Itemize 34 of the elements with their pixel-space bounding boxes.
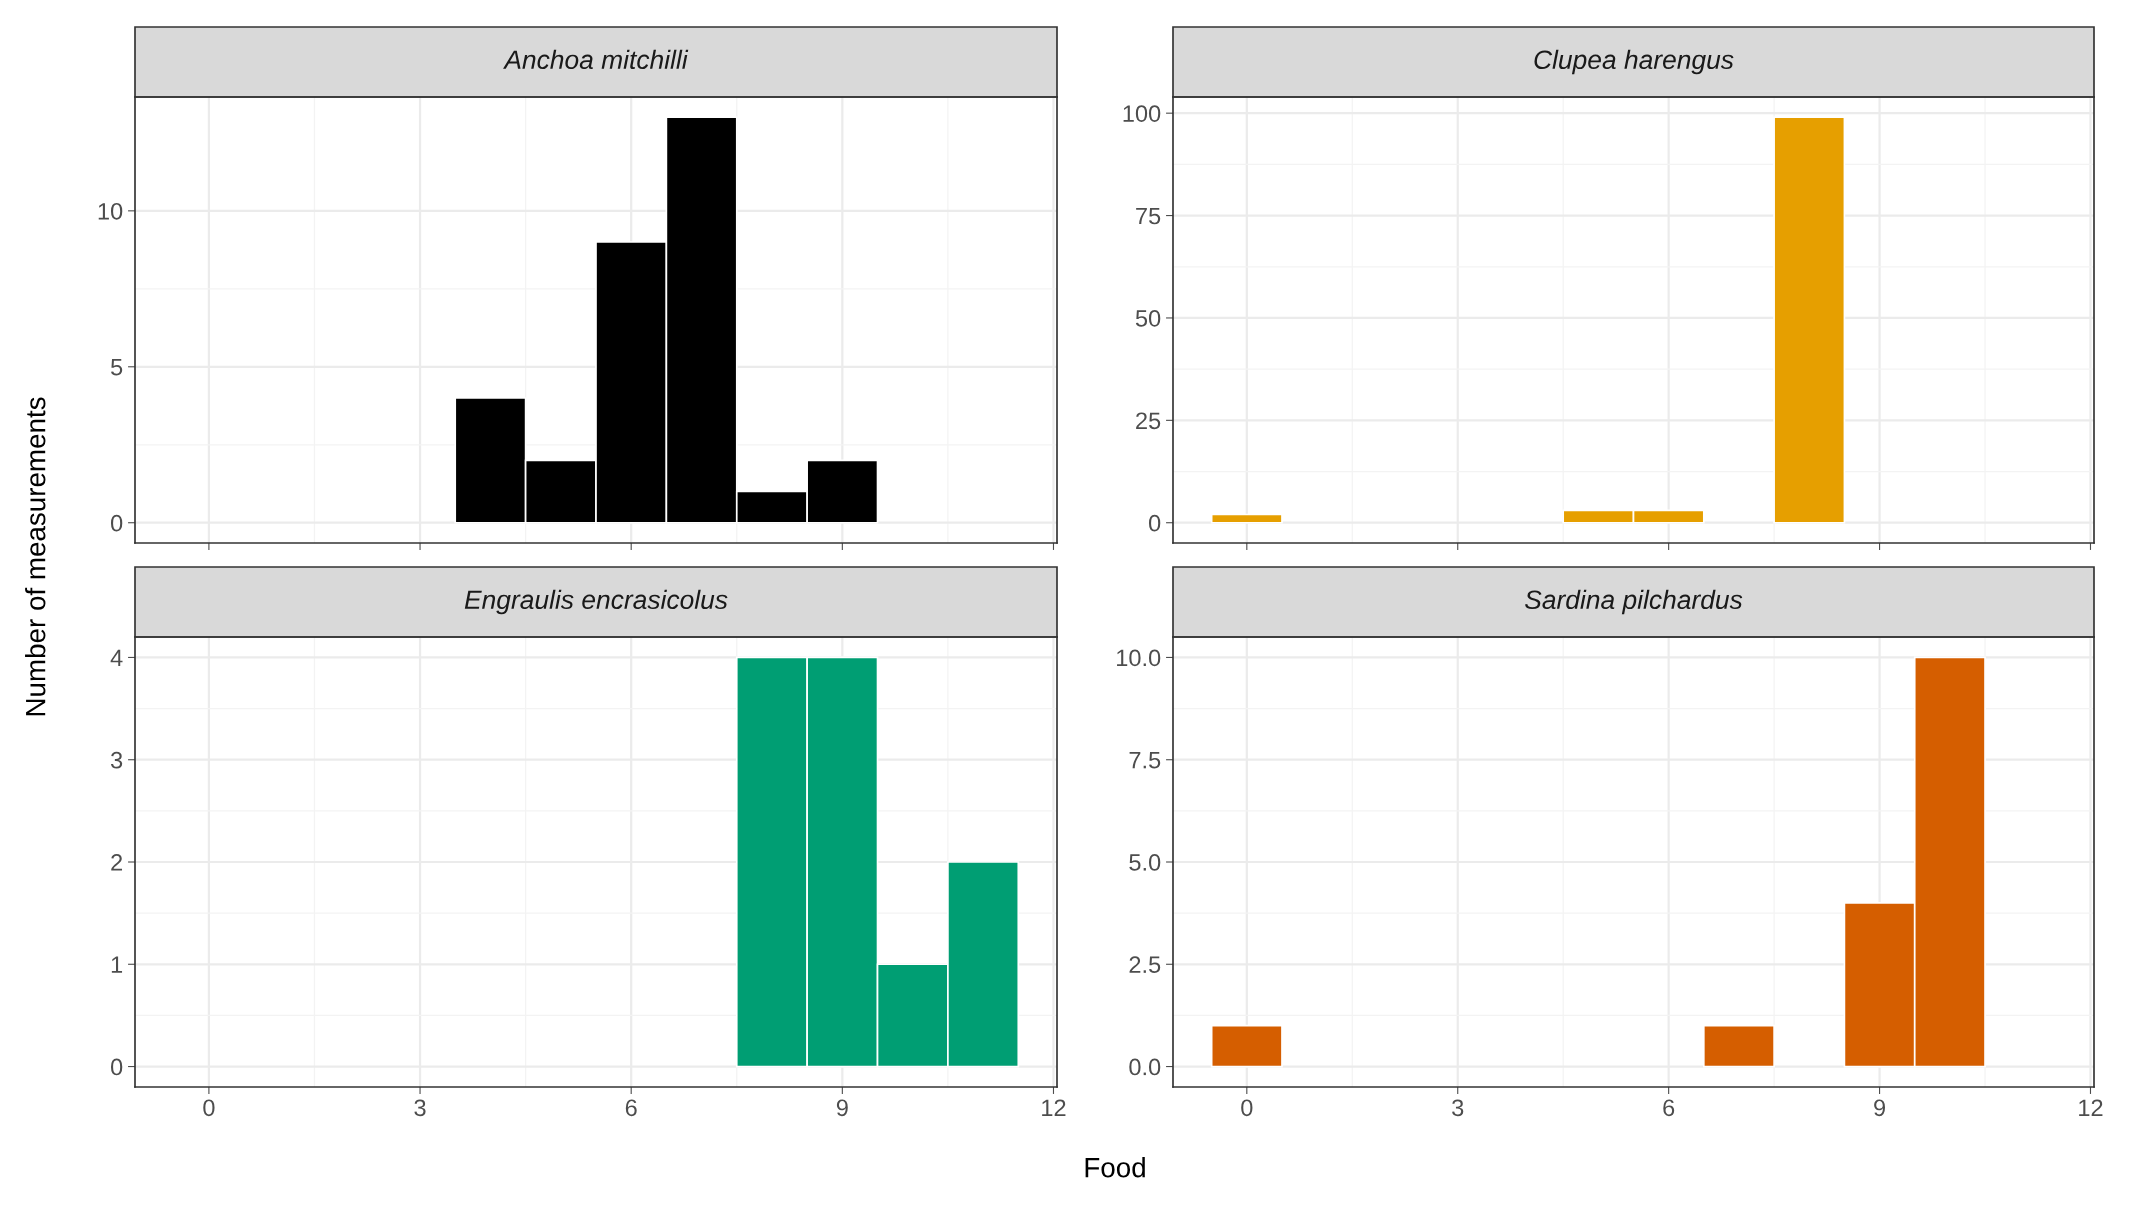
x-tick-label: 6 (1663, 1099, 1675, 1117)
x-tick-label: 0 (1241, 1099, 1253, 1117)
chart-title: Sardina pilchardus (1524, 589, 1743, 615)
x-tick-label: 9 (1874, 1099, 1886, 1117)
y-tick-label: 1 (111, 956, 123, 973)
y-axis-title: Number of measurements (25, 397, 46, 716)
x-tick-label: 9 (836, 1099, 848, 1117)
x-tick-label: 0 (203, 1099, 215, 1117)
y-tick-label: 100 (1123, 105, 1161, 122)
chart-title: Engraulis encrasicolus (464, 589, 728, 615)
y-tick-label: 75 (1136, 207, 1161, 225)
x-tick-label: 6 (625, 1099, 637, 1117)
y-tick-label: 4 (110, 649, 123, 667)
y-tick-label: 5 (111, 359, 123, 376)
y-tick-label: 10 (98, 202, 123, 220)
y-tick-label: 0.0 (1129, 1058, 1161, 1076)
y-tick-label: 0 (110, 1058, 123, 1076)
y-tick-label: 2.5 (1129, 956, 1161, 974)
x-tick-label: 3 (1452, 1099, 1464, 1117)
y-tick-label: 3 (110, 751, 123, 769)
x-tick-label: 12 (2079, 1099, 2103, 1116)
chart-title: Clupea harengus (1534, 49, 1734, 75)
y-tick-label: 25 (1136, 412, 1161, 430)
y-tick-label: 0 (1148, 514, 1161, 532)
y-tick-label: 0 (110, 514, 123, 532)
y-tick-label: 5.0 (1129, 854, 1161, 871)
chart-title: Anchoa mitchilli (503, 49, 689, 70)
x-tick-label: 3 (414, 1099, 426, 1117)
y-tick-label: 2 (111, 854, 123, 871)
y-tick-label: 10.0 (1117, 649, 1161, 667)
x-axis-title: Food (1085, 1157, 1145, 1178)
y-tick-label: 7.5 (1129, 752, 1161, 769)
y-tick-label: 50 (1135, 310, 1161, 327)
x-tick-label: 12 (1042, 1099, 1066, 1116)
